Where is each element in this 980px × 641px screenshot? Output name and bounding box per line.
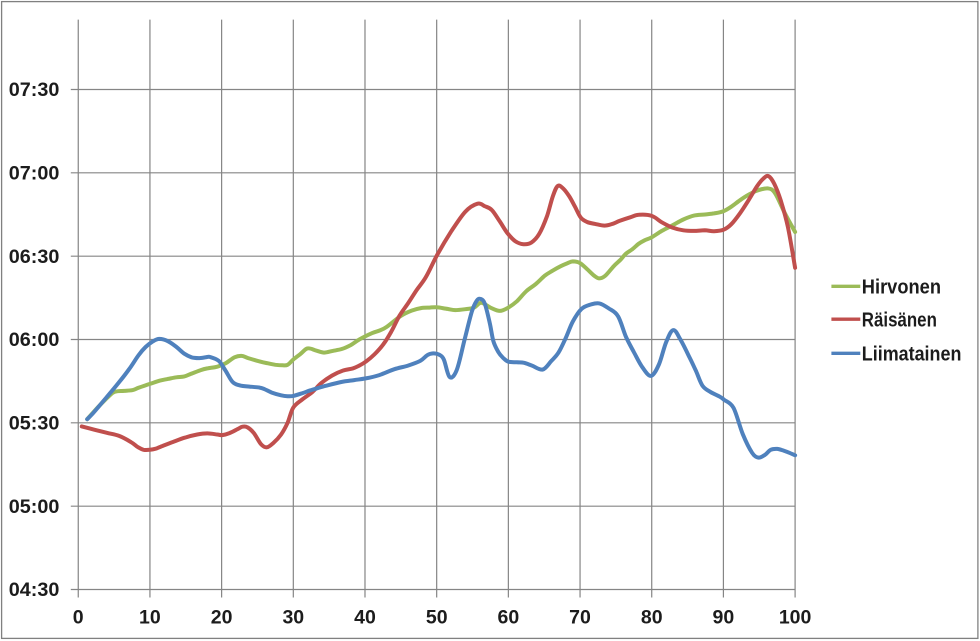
svg-text:Liimatainen: Liimatainen <box>862 343 962 366</box>
svg-text:05:30: 05:30 <box>9 413 60 434</box>
svg-text:06:30: 06:30 <box>9 247 60 268</box>
svg-text:60: 60 <box>498 606 520 628</box>
svg-text:07:30: 07:30 <box>9 80 60 101</box>
svg-text:05:00: 05:00 <box>9 497 60 518</box>
svg-text:30: 30 <box>282 606 304 628</box>
svg-text:Hirvonen: Hirvonen <box>862 276 941 299</box>
svg-text:40: 40 <box>354 606 376 628</box>
svg-text:50: 50 <box>426 606 448 628</box>
svg-text:Räisänen: Räisänen <box>862 309 937 332</box>
svg-text:06:00: 06:00 <box>9 330 60 351</box>
svg-text:0: 0 <box>73 606 84 628</box>
svg-text:07:00: 07:00 <box>9 163 60 184</box>
svg-text:100: 100 <box>779 606 812 628</box>
svg-text:04:30: 04:30 <box>9 580 60 601</box>
svg-text:90: 90 <box>713 606 735 628</box>
svg-text:80: 80 <box>641 606 663 628</box>
svg-text:70: 70 <box>569 606 591 628</box>
svg-text:20: 20 <box>211 606 233 628</box>
svg-text:10: 10 <box>139 606 161 628</box>
